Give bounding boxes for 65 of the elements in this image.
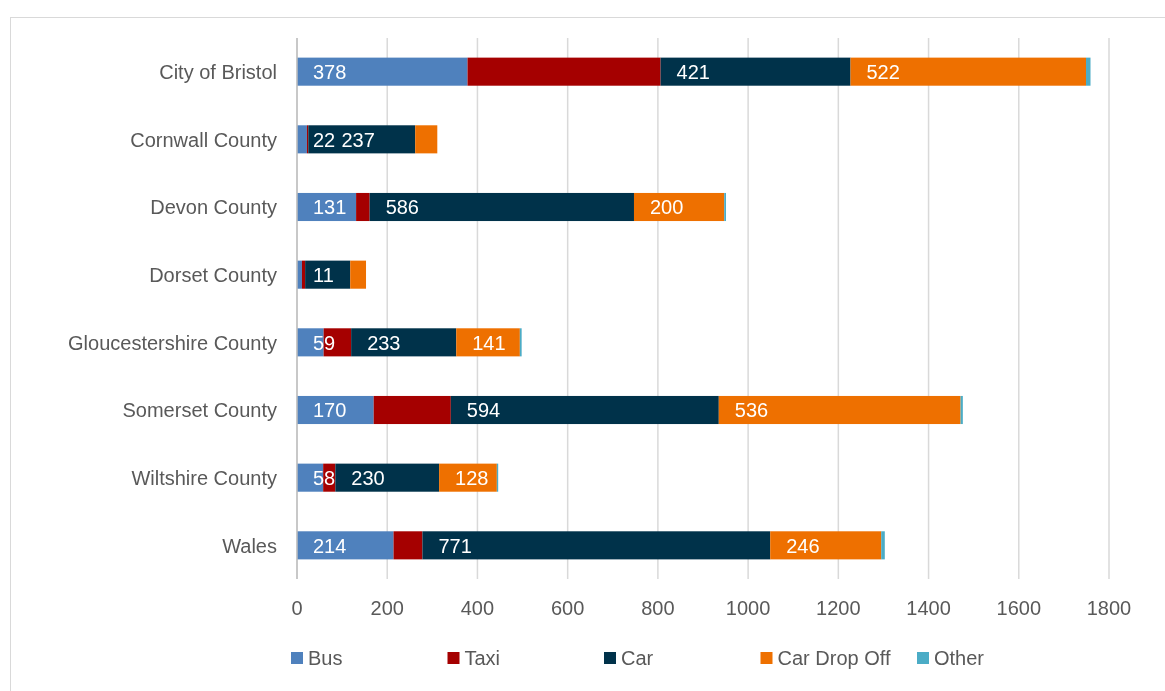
data-label: 233 <box>367 331 401 354</box>
data-label: 230 <box>351 466 385 489</box>
legend-label: Car Drop Off <box>777 647 891 670</box>
bar <box>467 57 661 86</box>
bar <box>297 395 374 425</box>
x-tick-label: 1800 <box>1086 597 1132 620</box>
bar <box>718 395 961 425</box>
data-label: 141 <box>472 331 506 354</box>
x-tick-label: 400 <box>460 597 495 620</box>
bar <box>335 463 440 492</box>
bar <box>770 531 882 560</box>
data-label: 200 <box>649 196 684 219</box>
bar <box>305 260 351 289</box>
bar <box>297 531 394 560</box>
data-label: 128 <box>455 466 489 489</box>
data-label: 421 <box>676 60 710 83</box>
legend-label: Taxi <box>464 647 501 670</box>
legend-label: Other <box>934 647 985 670</box>
bar <box>351 328 457 357</box>
data-label: 170 <box>313 399 347 422</box>
y-tick-label: City of Bristol <box>159 60 277 83</box>
data-label: 586 <box>385 196 419 219</box>
data-label: 378 <box>313 60 347 83</box>
y-tick-label: Gloucestershire County <box>68 331 277 354</box>
data-label: 11 <box>313 263 334 286</box>
legend-label: Bus <box>308 647 343 670</box>
x-tick-label: 600 <box>550 597 585 620</box>
bar <box>881 531 885 560</box>
y-tick-label: Wiltshire County <box>131 466 277 489</box>
data-label: 536 <box>734 399 769 422</box>
y-tick-label: Devon County <box>150 196 277 219</box>
x-tick-label: 0 <box>291 597 303 620</box>
y-tick-label: Somerset County <box>122 399 277 422</box>
x-tick-label: 1600 <box>996 597 1042 620</box>
y-tick-label: Dorset County <box>149 263 277 286</box>
data-label: 246 <box>786 534 820 557</box>
bar <box>373 395 451 425</box>
bar <box>393 531 423 560</box>
data-label: 522 <box>866 60 900 83</box>
bar <box>415 125 438 154</box>
bar <box>422 531 771 560</box>
x-tick-label: 800 <box>641 597 675 620</box>
data-label: 131 <box>313 196 347 219</box>
bar <box>356 192 370 222</box>
bar <box>301 260 306 289</box>
data-label: 594 <box>466 399 501 422</box>
bar <box>850 57 1086 86</box>
bar <box>450 395 719 425</box>
data-label: 22 <box>313 128 336 151</box>
data-label: 237 <box>341 128 375 151</box>
x-tick-label: 200 <box>370 597 404 620</box>
bar <box>350 260 367 289</box>
x-tick-label: 1000 <box>725 597 771 620</box>
data-label: 771 <box>438 534 472 557</box>
x-tick-label: 1200 <box>816 597 861 620</box>
legend-label: Car <box>621 647 654 670</box>
y-tick-label: Cornwall County <box>130 128 277 151</box>
y-tick-label: Wales <box>222 534 277 557</box>
bar <box>297 57 468 86</box>
bar <box>660 57 851 86</box>
bar <box>1085 57 1091 86</box>
bar <box>369 192 634 222</box>
bar <box>297 125 307 154</box>
x-tick-label: 1400 <box>906 597 951 620</box>
data-label: 214 <box>313 534 347 557</box>
